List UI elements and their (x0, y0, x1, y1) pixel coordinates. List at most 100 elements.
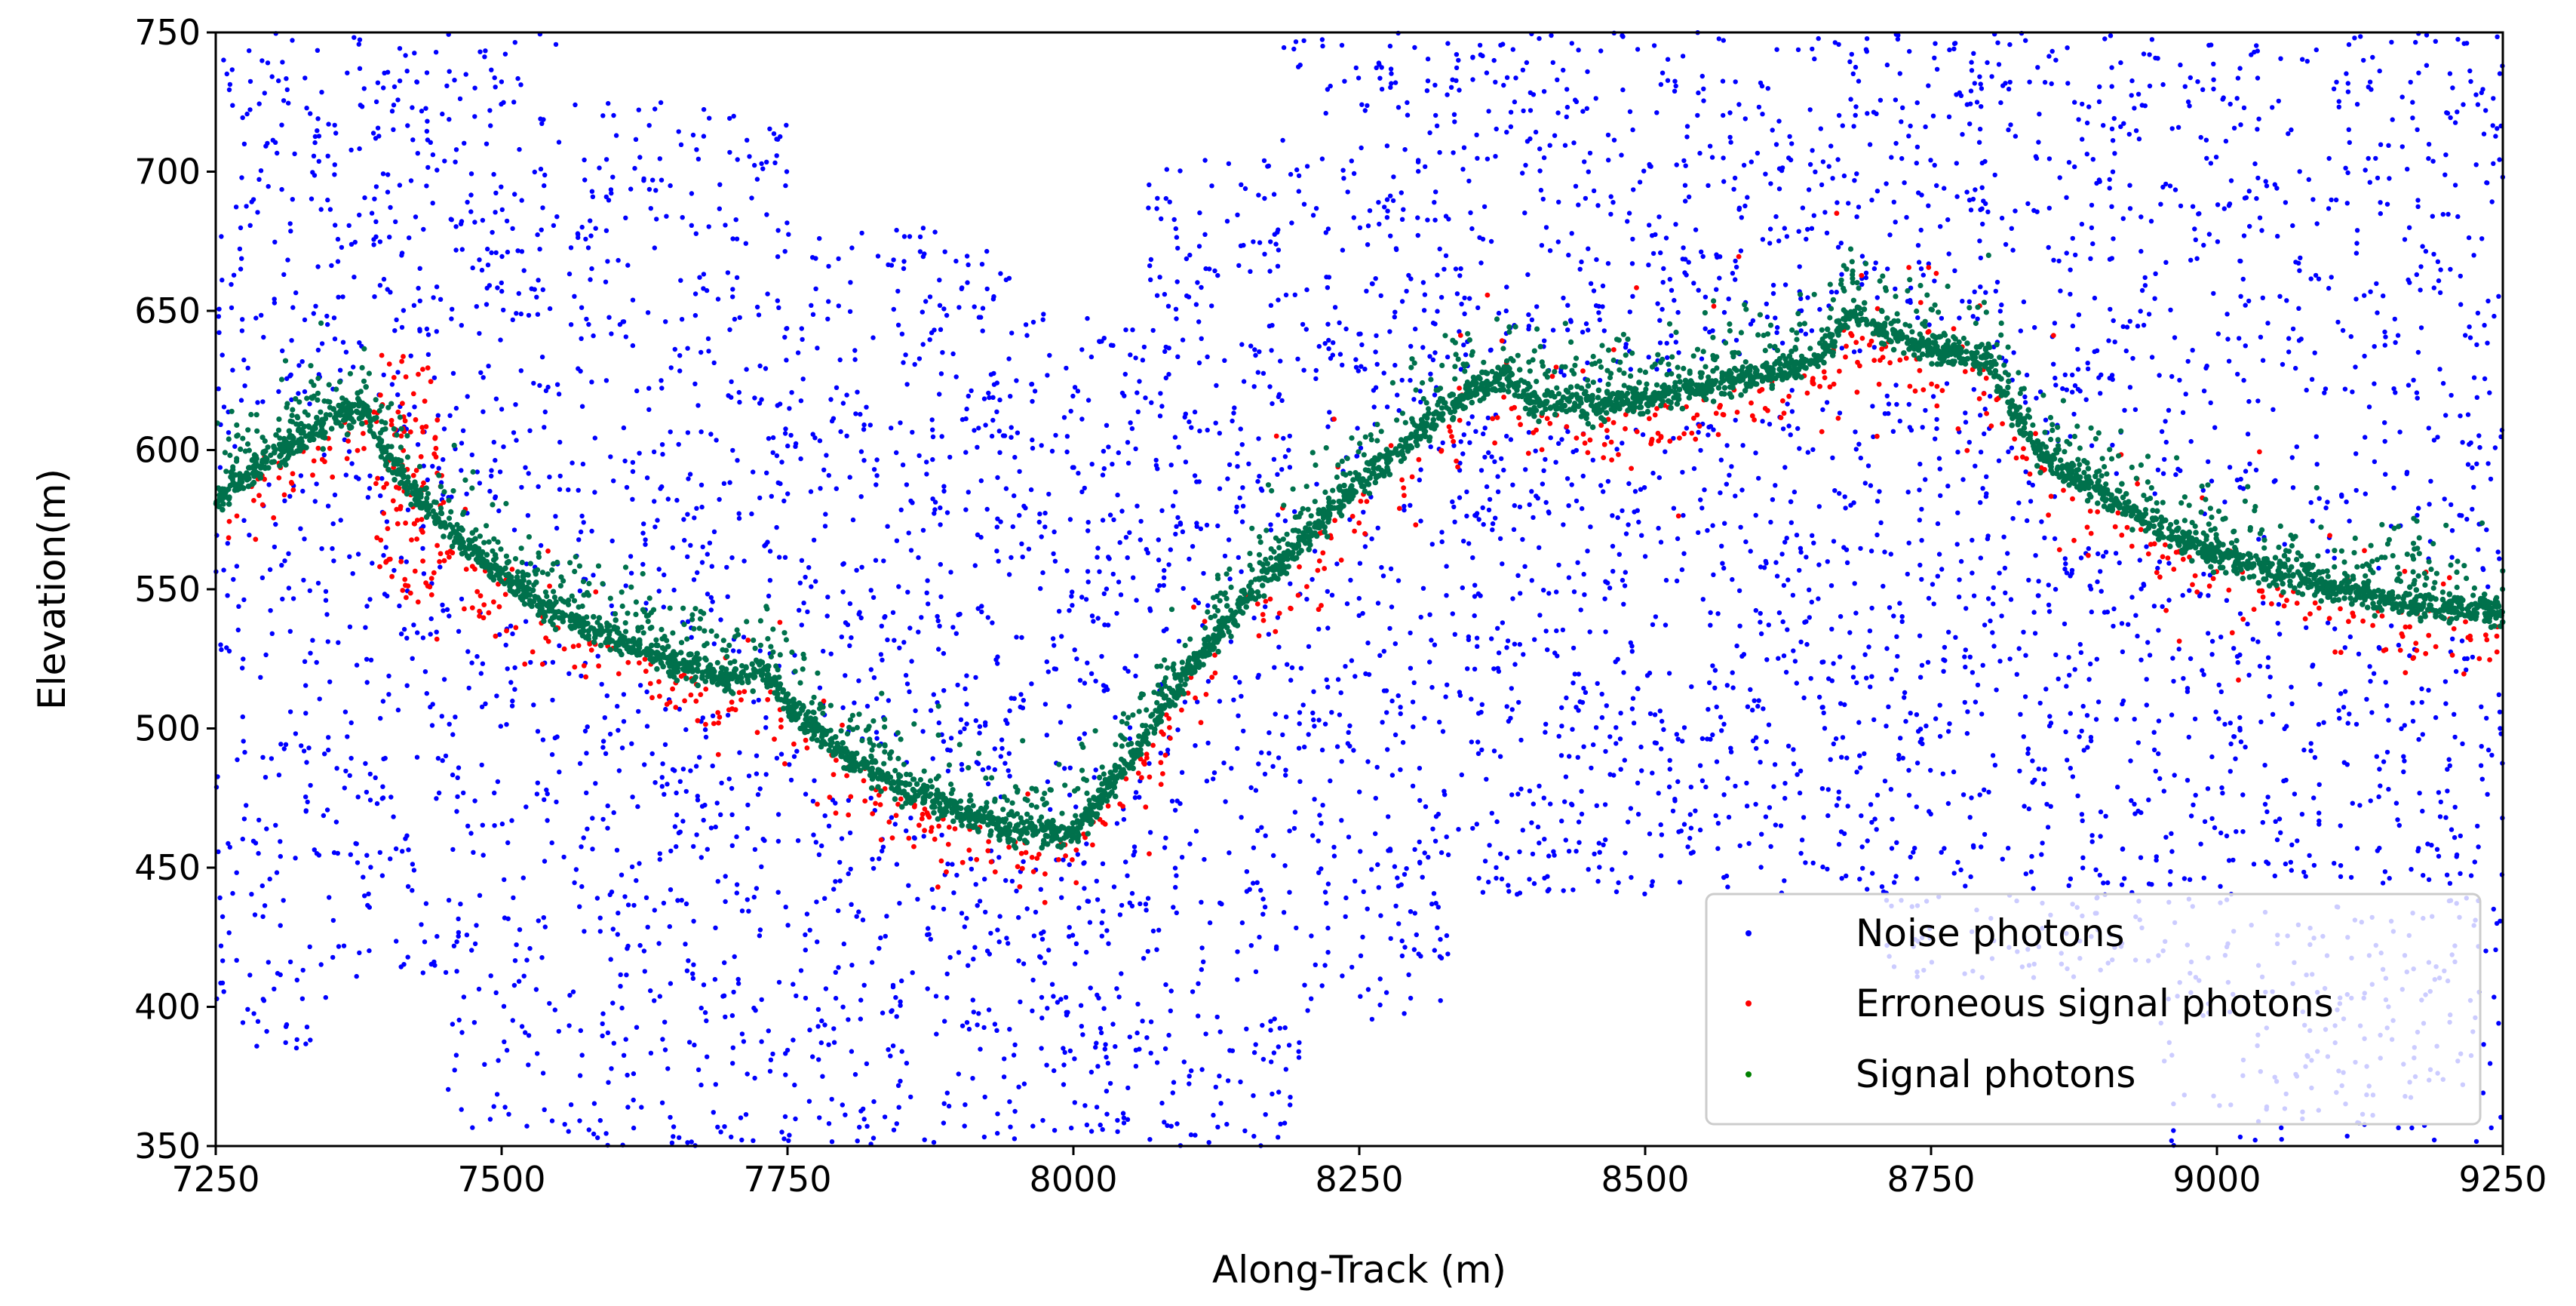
noise-photon-point (1782, 539, 1788, 545)
noise-photon-point (545, 384, 551, 390)
noise-photon-point (1682, 183, 1688, 188)
noise-photon-point (453, 405, 459, 411)
noise-photon-point (2367, 180, 2372, 185)
noise-photon-point (1351, 171, 1357, 177)
noise-photon-point (678, 142, 684, 147)
noise-photon-point (893, 994, 898, 1000)
noise-photon-point (1983, 290, 1988, 295)
noise-photon-point (2257, 215, 2263, 220)
noise-photon-point (2127, 318, 2132, 324)
noise-photon-point (2449, 555, 2455, 560)
noise-photon-point (939, 832, 944, 838)
noise-photon-point (843, 620, 849, 625)
noise-photon-point (1714, 287, 1719, 292)
noise-photon-point (2263, 179, 2268, 184)
noise-photon-point (2089, 443, 2095, 448)
noise-photon-point (1377, 653, 1383, 658)
noise-photon-point (986, 765, 991, 770)
noise-photon-point (699, 560, 705, 565)
noise-photon-point (1661, 727, 1666, 733)
noise-photon-point (2109, 84, 2114, 89)
noise-photon-point (1763, 171, 1768, 177)
noise-photon-point (1801, 815, 1807, 820)
noise-photon-point (944, 1090, 950, 1096)
noise-photon-point (946, 1103, 952, 1109)
noise-photon-point (2353, 250, 2360, 256)
noise-photon-point (1527, 108, 1534, 113)
noise-photon-point (1699, 356, 1705, 361)
noise-photon-point (2109, 256, 2114, 261)
noise-photon-point (1646, 263, 1651, 268)
noise-photon-point (1594, 803, 1599, 809)
noise-photon-point (1172, 865, 1178, 871)
noise-photon-point (1923, 407, 1928, 413)
noise-photon-point (731, 989, 736, 995)
noise-photon-point (718, 1129, 723, 1135)
noise-photon-point (2483, 948, 2488, 954)
noise-photon-point (1157, 275, 1162, 280)
noise-photon-point (1408, 665, 1414, 671)
noise-photon-point (373, 775, 378, 781)
noise-photon-point (2064, 250, 2069, 256)
noise-photon-point (586, 321, 591, 327)
noise-photon-point (1384, 197, 1390, 202)
noise-photon-point (2180, 410, 2186, 415)
noise-photon-point (1392, 362, 1398, 368)
noise-photon-point (523, 804, 529, 810)
noise-photon-point (319, 546, 324, 552)
noise-photon-point (798, 968, 804, 973)
noise-photon-point (1369, 536, 1374, 542)
noise-photon-point (2475, 310, 2481, 316)
noise-photon-point (226, 930, 232, 936)
noise-photon-point (2139, 287, 2145, 293)
noise-photon-point (1244, 869, 1250, 874)
noise-photon-point (441, 677, 447, 682)
noise-photon-point (1494, 819, 1500, 825)
noise-photon-point (2415, 395, 2420, 401)
noise-photon-point (1738, 248, 1744, 254)
noise-photon-point (1791, 648, 1796, 653)
noise-photon-point (378, 493, 383, 499)
noise-photon-point (2075, 386, 2081, 392)
noise-photon-point (348, 241, 355, 247)
noise-photon-point (1969, 68, 1975, 73)
noise-photon-point (1134, 503, 1140, 509)
noise-photon-point (272, 986, 277, 992)
noise-photon-point (2282, 542, 2287, 547)
noise-photon-point (1831, 741, 1836, 747)
noise-photon-point (2133, 613, 2138, 618)
noise-photon-point (1748, 321, 1754, 327)
noise-photon-point (1770, 128, 1775, 133)
noise-photon-point (1854, 680, 1859, 686)
noise-photon-point (422, 669, 428, 675)
noise-photon-point (1911, 850, 1916, 855)
noise-photon-point (1577, 840, 1582, 845)
noise-photon-point (1079, 489, 1085, 495)
noise-photon-point (2367, 79, 2373, 85)
noise-photon-point (2022, 400, 2028, 405)
noise-photon-point (1377, 221, 1382, 227)
noise-photon-point (2289, 868, 2294, 873)
noise-photon-point (357, 37, 363, 42)
noise-photon-point (1566, 575, 1572, 580)
noise-photon-point (1014, 888, 1019, 894)
noise-photon-point (547, 306, 553, 312)
noise-photon-point (1529, 317, 1535, 323)
noise-photon-point (2188, 257, 2194, 263)
noise-photon-point (936, 647, 941, 652)
noise-photon-point (2243, 745, 2248, 750)
noise-photon-point (579, 1052, 585, 1058)
noise-photon-point (970, 997, 976, 1003)
noise-photon-point (1712, 668, 1718, 673)
noise-photon-point (1780, 426, 1786, 432)
noise-photon-point (739, 1031, 745, 1037)
noise-photon-point (2205, 786, 2211, 791)
noise-photon-point (2332, 555, 2337, 561)
noise-photon-point (1432, 948, 1438, 953)
noise-photon-point (501, 307, 506, 313)
noise-photon-point (1075, 852, 1081, 857)
noise-photon-point (938, 327, 944, 332)
noise-photon-point (492, 790, 497, 796)
noise-photon-point (1376, 885, 1382, 890)
noise-photon-point (1770, 290, 1776, 297)
